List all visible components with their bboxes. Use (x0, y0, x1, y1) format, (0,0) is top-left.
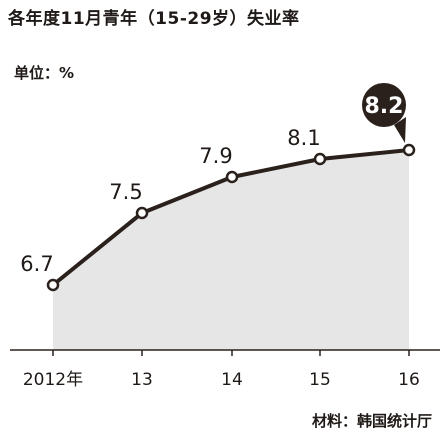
source-note: 材料：韩国统计厅 (311, 412, 432, 430)
data-point (313, 152, 327, 166)
data-label: 7.5 (109, 180, 142, 204)
data-label: 7.9 (199, 144, 232, 168)
x-tick-label: 14 (221, 370, 243, 390)
chart-title: 各年度11月青年（15-29岁）失业率 (8, 9, 300, 29)
data-point (46, 278, 60, 292)
data-label: 8.2 (365, 94, 404, 119)
highlight-callout-pointer (394, 117, 406, 143)
area-fill (53, 150, 409, 350)
data-label: 8.1 (287, 126, 320, 150)
data-label: 6.7 (20, 252, 53, 276)
x-tick-label: 15 (309, 370, 331, 390)
x-tick-label: 13 (131, 370, 153, 390)
unit-label: 单位：% (14, 64, 75, 82)
highlight-callout-bubble (362, 83, 406, 127)
data-point (135, 206, 149, 220)
x-tick-label: 2012年 (23, 370, 83, 390)
data-point (225, 170, 239, 184)
x-tick-label: 16 (398, 370, 420, 390)
data-point (402, 143, 416, 157)
